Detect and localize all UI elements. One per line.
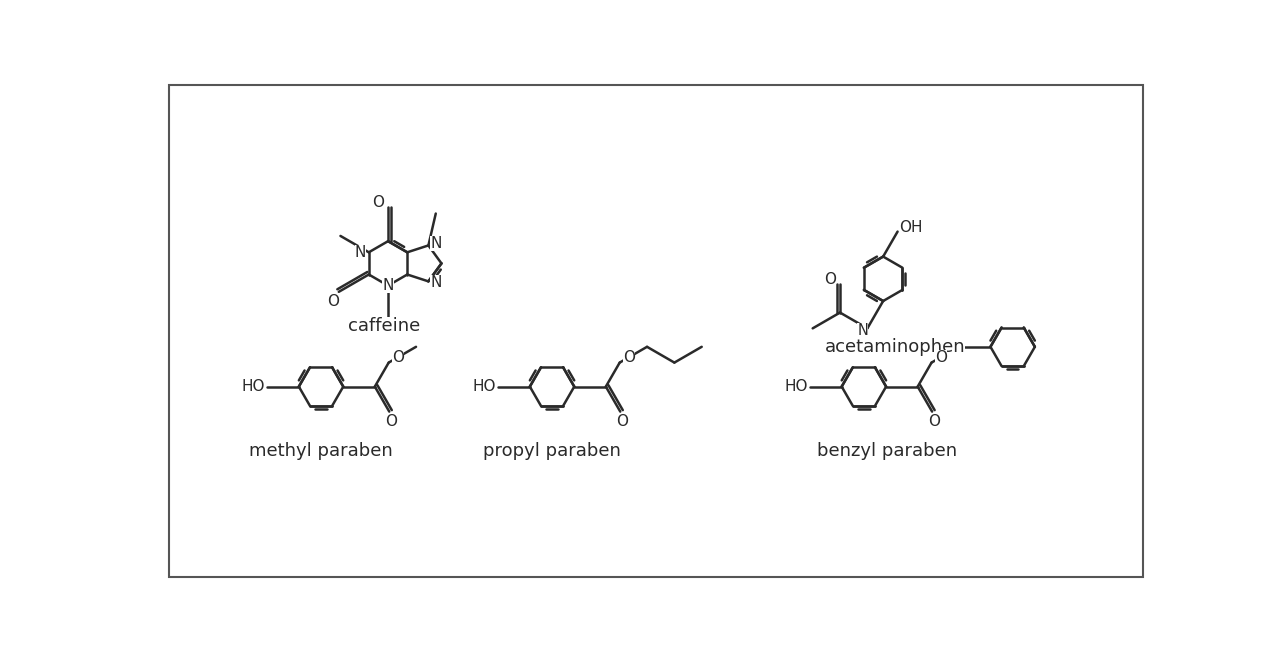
Text: O: O bbox=[385, 414, 397, 429]
Text: O: O bbox=[326, 293, 339, 309]
Text: benzyl paraben: benzyl paraben bbox=[817, 442, 957, 460]
Text: N: N bbox=[383, 278, 394, 293]
Text: HO: HO bbox=[785, 379, 808, 394]
Text: propyl paraben: propyl paraben bbox=[483, 442, 621, 460]
Text: HO: HO bbox=[242, 379, 265, 394]
Text: O: O bbox=[372, 195, 384, 210]
Text: OH: OH bbox=[899, 220, 923, 235]
Text: O: O bbox=[623, 350, 635, 365]
Text: N: N bbox=[430, 275, 442, 290]
Text: N: N bbox=[430, 236, 442, 251]
Text: O: O bbox=[928, 414, 940, 429]
Text: O: O bbox=[392, 350, 404, 365]
Text: N
H: N H bbox=[858, 323, 868, 355]
Text: methyl paraben: methyl paraben bbox=[250, 442, 393, 460]
Text: O: O bbox=[616, 414, 627, 429]
Text: caffeine: caffeine bbox=[348, 317, 420, 335]
Text: O: O bbox=[934, 350, 947, 365]
Text: HO: HO bbox=[472, 379, 497, 394]
Text: O: O bbox=[824, 272, 836, 288]
Text: acetaminophen: acetaminophen bbox=[824, 338, 965, 356]
Text: N: N bbox=[355, 245, 366, 260]
